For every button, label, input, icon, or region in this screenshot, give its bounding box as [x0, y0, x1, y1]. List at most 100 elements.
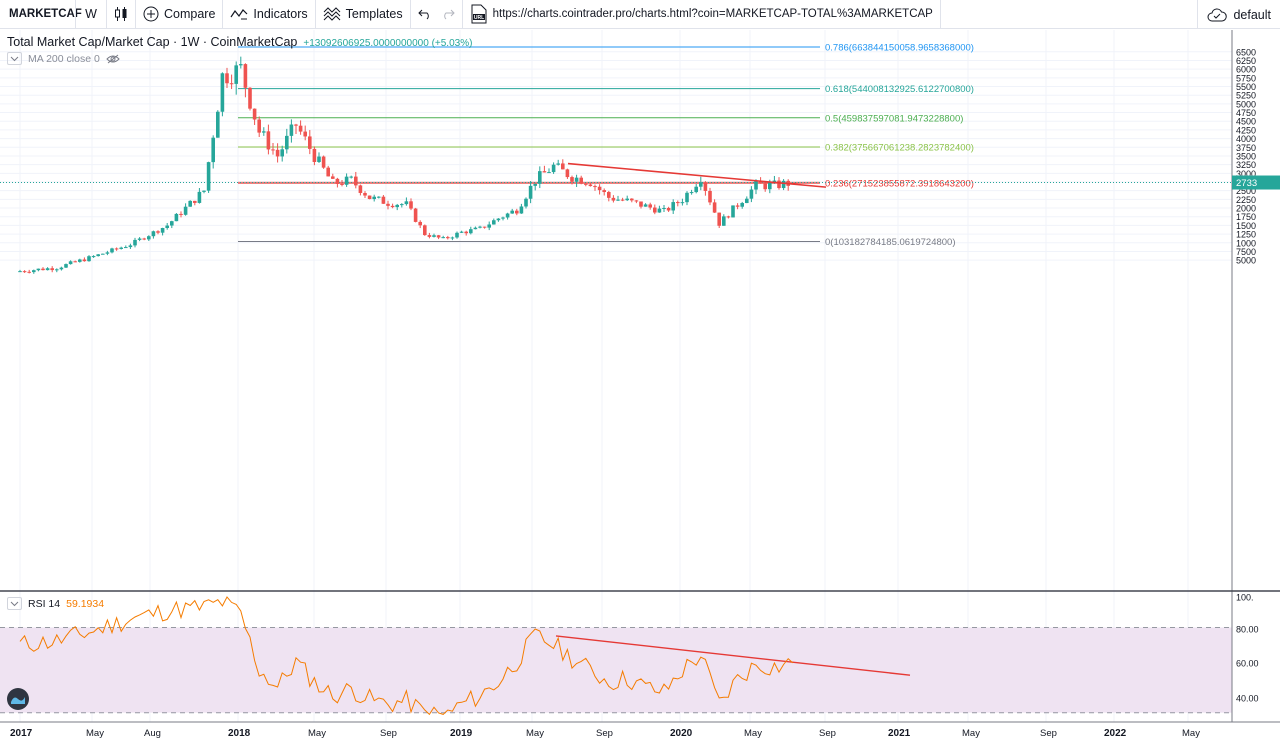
url-label: https://charts.cointrader.pro/charts.htm…	[492, 8, 933, 20]
candle-body	[455, 232, 459, 238]
candle-body	[427, 235, 432, 237]
candle-body	[671, 202, 675, 211]
layout-button[interactable]: default	[1197, 0, 1280, 29]
candle-body	[611, 197, 616, 201]
candle-body	[317, 156, 321, 162]
candle-body	[358, 185, 363, 193]
candle-body	[298, 125, 303, 132]
chart-type-button[interactable]	[107, 0, 135, 29]
price-tick-label: 5500	[1236, 82, 1256, 92]
candle-body	[515, 210, 519, 214]
candle-body	[344, 176, 349, 185]
candle-body	[446, 237, 450, 239]
candle-body	[41, 268, 45, 271]
chevron-down-icon	[10, 601, 19, 606]
candle-body	[22, 271, 27, 273]
candle-body	[377, 196, 381, 198]
candle-body	[689, 192, 694, 194]
time-tick-label: Sep	[819, 728, 836, 739]
candle-body	[87, 256, 91, 262]
candle-body	[211, 137, 215, 163]
candle-body	[105, 252, 110, 254]
ma-label: MA 200 close 0	[28, 52, 100, 65]
candle-body	[179, 213, 183, 215]
price-tick-label: 5250	[1236, 91, 1256, 101]
ma-legend[interactable]: MA 200 close 0	[7, 52, 120, 65]
divider	[409, 0, 411, 29]
candle-body	[731, 205, 735, 218]
plus-circle-icon	[143, 6, 159, 22]
time-tick-label: May	[526, 728, 544, 739]
candle-body	[524, 198, 528, 207]
url-button[interactable]: URL https://charts.cointrader.pro/charts…	[463, 0, 940, 29]
redo-button[interactable]	[439, 0, 462, 29]
candle-body	[312, 148, 317, 162]
eye-hidden-icon[interactable]	[106, 54, 120, 64]
tradingview-logo[interactable]	[7, 688, 29, 710]
candle-body	[579, 177, 583, 184]
templates-label: Templates	[345, 7, 403, 21]
candle-body	[694, 186, 698, 193]
candle-body	[91, 256, 96, 258]
compare-label: Compare	[164, 7, 216, 21]
price-tick-label: 1500	[1236, 221, 1256, 231]
templates-button[interactable]: Templates	[316, 0, 410, 29]
collapse-toggle[interactable]	[7, 52, 22, 65]
undo-button[interactable]	[411, 0, 439, 29]
candle-body	[763, 183, 767, 190]
price-trendline	[567, 162, 827, 188]
price-tick-label: 4250	[1236, 125, 1256, 135]
candle-body	[542, 171, 547, 173]
rsi-label: RSI 14	[28, 597, 61, 610]
candle-body	[712, 202, 717, 213]
collapse-toggle[interactable]	[7, 597, 22, 610]
candle-body	[459, 231, 464, 233]
indicators-button[interactable]: Indicators	[223, 0, 314, 29]
candle-body	[183, 206, 188, 215]
candle-body	[266, 131, 271, 150]
candle-body	[538, 171, 542, 184]
candle-body	[243, 64, 248, 88]
candle-body	[252, 108, 257, 120]
price-tick-label: 6500	[1236, 47, 1256, 57]
candle-body	[137, 238, 142, 240]
candle-body	[616, 199, 620, 201]
candle-body	[340, 183, 344, 185]
candle-body	[64, 264, 68, 268]
candle-body	[749, 189, 754, 199]
candle-body	[625, 198, 629, 201]
compare-button[interactable]: Compare	[136, 0, 222, 29]
price-tick-label: 5000	[1236, 99, 1256, 109]
candle-body	[321, 156, 326, 168]
candle-body	[602, 190, 606, 193]
candle-body	[188, 200, 192, 207]
symbol-search[interactable]: MARKETCAF	[0, 0, 82, 29]
interval-button[interactable]: W	[76, 0, 106, 29]
candle-body	[308, 136, 312, 149]
candle-body	[248, 87, 252, 109]
candle-body	[193, 200, 197, 203]
candle-body	[496, 218, 501, 221]
chart-canvas[interactable]: 0.786(663844150058.9658368000) 0.618(5440…	[0, 29, 1280, 741]
candle-body	[519, 206, 524, 214]
candle-body	[487, 224, 491, 228]
rsi-legend[interactable]: RSI 14 59.1934	[7, 597, 104, 610]
fib-retracement[interactable]: 0.786(663844150058.9658368000) 0.618(5440…	[0, 43, 1232, 249]
candle-body	[216, 111, 220, 138]
candle-body	[528, 185, 533, 199]
candle-body	[565, 169, 570, 178]
candle-body	[666, 207, 671, 211]
candle-body	[202, 190, 206, 192]
price-tick-label: 6000	[1236, 65, 1256, 75]
price-tick-label: 7500	[1236, 247, 1256, 257]
logo-icon	[11, 697, 25, 704]
candle-body	[597, 186, 602, 191]
rsi-tick-label: 40.00	[1236, 694, 1259, 704]
candle-body	[533, 183, 537, 186]
candle-body	[469, 229, 473, 234]
candle-body	[685, 192, 689, 203]
price-tick-label: 3750	[1236, 143, 1256, 153]
trendlines[interactable]	[555, 162, 911, 676]
candle-body	[119, 247, 123, 249]
candle-body	[197, 191, 202, 203]
